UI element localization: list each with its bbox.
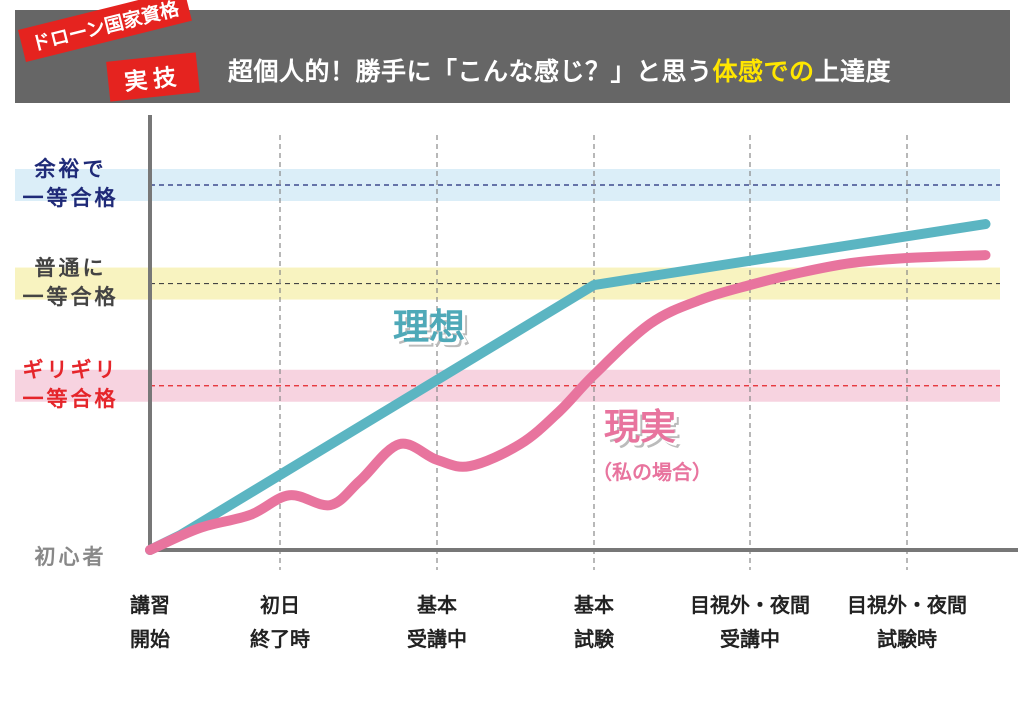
level-label: ギリギリ 一等合格 xyxy=(8,356,133,414)
real-label: 現実 xyxy=(604,407,677,448)
level-label-line2: 一等合格 xyxy=(22,284,119,309)
level-label-line2: 一等合格 xyxy=(22,386,119,411)
level-label: 普通に 一等合格 xyxy=(8,254,133,312)
x-tick-label: 基本 試験 xyxy=(574,593,614,651)
chart-title: 超個人的！勝手に「こんな感じ？」と思う体感での上達度 xyxy=(228,52,891,88)
title-text: 超個人的！勝手に「こんな感じ？」と思う xyxy=(228,57,713,86)
level-label: 余裕で 一等合格 xyxy=(8,155,133,213)
x-tick-label: 講習 開始 xyxy=(130,593,170,651)
title-highlight: 体感での xyxy=(712,57,815,86)
x-tick-label: 目視外・夜間 受講中 xyxy=(690,593,810,651)
level-label-line1: ギリギリ xyxy=(22,357,119,382)
level-label-line1: 普通に xyxy=(34,255,107,280)
real-note: （私の場合） xyxy=(592,460,712,484)
level-label-line1: 余裕で xyxy=(34,157,107,181)
x-tick-label: 初日 終了時 xyxy=(250,593,310,651)
x-tick-label: 目視外・夜間 試験時 xyxy=(847,593,967,651)
real-line xyxy=(145,250,991,555)
ideal-label: 理想 xyxy=(393,307,466,348)
x-tick-label: 基本 受講中 xyxy=(407,593,467,651)
level-label-line2: 一等合格 xyxy=(22,186,119,210)
title-text-end: 上達度 xyxy=(814,57,892,86)
baseline-label: 初心者 xyxy=(34,545,107,569)
